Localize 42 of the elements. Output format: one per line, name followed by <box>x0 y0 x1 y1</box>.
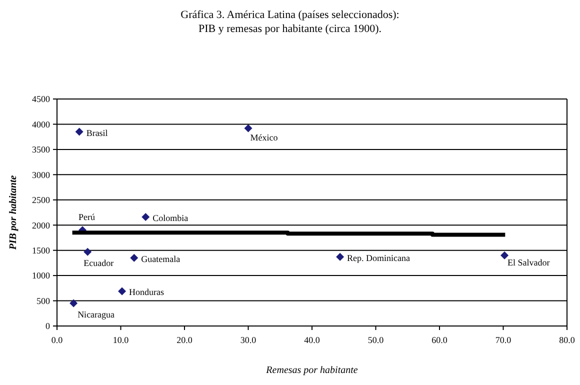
x-tick-label: 40.0 <box>304 335 320 345</box>
y-tick-label: 2500 <box>32 195 50 206</box>
x-tick-label: 60.0 <box>432 335 448 345</box>
point <box>142 213 150 222</box>
y-tick-label: 4000 <box>32 119 50 130</box>
annotation: Guatemala <box>141 254 180 264</box>
point <box>244 124 252 132</box>
point <box>75 128 84 136</box>
x-tick-label: 50.0 <box>368 335 384 345</box>
point <box>118 287 126 296</box>
annotation: Rep. Dominicana <box>347 252 410 263</box>
x-tick-label: 70.0 <box>495 335 512 345</box>
point <box>84 248 92 256</box>
point <box>70 299 78 308</box>
x-axis-title: Remesas por habitante <box>265 365 358 376</box>
chart-subtitle: PIB y remesas por habitante (circa 1900). <box>198 23 382 35</box>
annotation: Ecuador <box>84 258 114 268</box>
x-tick-label: 10.0 <box>112 335 130 345</box>
y-tick-label: 1000 <box>32 270 50 281</box>
x-tick-label: 30.0 <box>240 335 257 345</box>
x-tick-label: 0.0 <box>51 335 64 345</box>
annotation: Nicaragua <box>78 309 115 320</box>
y-tick-label: 0 <box>46 321 50 332</box>
y-axis-title: PIB por habitante <box>8 174 19 250</box>
annotation: Brasil <box>86 128 108 138</box>
y-tick-label: 1500 <box>32 245 50 256</box>
annotation: Perú <box>78 212 96 222</box>
y-tick-label: 2000 <box>32 220 50 230</box>
point <box>130 254 138 262</box>
y-tick-label: 4500 <box>32 94 50 104</box>
annotation: México <box>250 132 278 142</box>
y-tick-label: 500 <box>36 296 50 306</box>
annotation: El Salvador <box>508 257 550 268</box>
y-tick-label: 3000 <box>32 170 50 180</box>
point <box>500 251 509 260</box>
x-tick-label: 20.0 <box>176 335 193 345</box>
x-tick-label: 80.0 <box>559 335 576 345</box>
y-tick-label: 3500 <box>32 144 50 155</box>
annotation: Honduras <box>129 287 165 298</box>
annotation: Colombia <box>152 213 188 224</box>
chart-title: Gráfica 3. América Latina (países seleccionados): <box>180 9 400 21</box>
point <box>336 252 344 261</box>
